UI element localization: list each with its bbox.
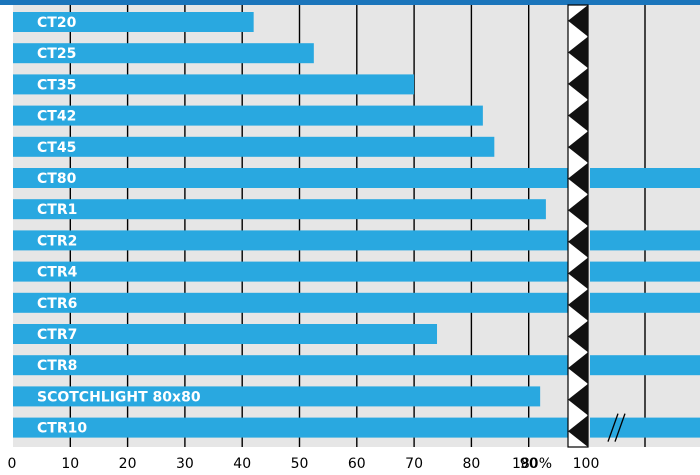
break-tooth <box>568 36 588 69</box>
break-tooth <box>568 5 588 37</box>
x-tick-100: 100 <box>573 456 600 471</box>
x-tick-30: 30 <box>176 456 194 471</box>
bar-label-scotchlight-80x80: SCOTCHLIGHT 80x80 <box>37 389 201 405</box>
bar-rect-scotchlight-80x80 <box>13 386 541 407</box>
bar-ctr8: CTR8 <box>13 355 700 376</box>
bar-rect-ct42 <box>13 105 483 126</box>
break-tooth <box>568 257 588 290</box>
bar-continuation-ctr4 <box>590 261 700 282</box>
x-tick-50: 50 <box>291 456 309 471</box>
bar-label-ctr7: CTR7 <box>37 327 77 343</box>
x-tick-0: 0 <box>8 456 17 471</box>
break-tooth <box>568 226 588 258</box>
bar-label-ct25: CT25 <box>37 46 76 62</box>
bar-rect-ctr4 <box>13 261 568 282</box>
bar-ct45: CT45 <box>13 136 495 157</box>
bar-ct20: CT20 <box>13 12 254 32</box>
bar-rect-ctr2 <box>13 230 568 251</box>
break-tooth <box>568 289 588 321</box>
bar-label-ct20: CT20 <box>37 15 77 31</box>
bar-ct80: CT80 <box>13 168 700 188</box>
bar-continuation-ctr6 <box>590 292 700 313</box>
break-tooth <box>568 415 588 447</box>
bar-rect-ct45 <box>13 136 495 157</box>
bar-ctr2: CTR2 <box>13 230 700 251</box>
bar-continuation-ctr10 <box>590 417 700 438</box>
break-tooth <box>568 99 588 132</box>
bar-rect-ct80 <box>13 168 568 188</box>
bar-continuation-ct80 <box>590 168 700 188</box>
bar-ctr10: CTR10 <box>13 417 700 438</box>
x-tick-180: 180% <box>512 456 552 471</box>
bar-ctr6: CTR6 <box>13 292 700 313</box>
bar-continuation-ctr8 <box>590 355 700 376</box>
bar-rect-ct20 <box>13 12 254 32</box>
break-slash-2 <box>614 413 626 442</box>
bar-ct42: CT42 <box>13 105 483 126</box>
bar-ct25: CT25 <box>13 43 314 64</box>
bar-rect-ctr6 <box>13 292 568 313</box>
bar-label-ctr6: CTR6 <box>37 296 77 312</box>
x-tick-40: 40 <box>233 456 251 471</box>
break-tooth <box>568 68 588 100</box>
break-tooth <box>568 162 588 195</box>
bar-label-ctr1: CTR1 <box>37 202 77 218</box>
bar-rect-ctr7 <box>13 324 438 344</box>
bar-label-ct45: CT45 <box>37 140 76 156</box>
break-tooth <box>568 352 588 384</box>
x-tick-labels: 0 10 20 30 40 50 60 70 80 90 100 180% <box>8 456 600 472</box>
x-tick-60: 60 <box>348 456 366 471</box>
bar-rect-ctr8 <box>13 355 568 376</box>
bar-label-ct80: CT80 <box>37 171 77 187</box>
break-slash-1 <box>607 413 619 442</box>
break-tooth <box>568 383 588 416</box>
break-tooth <box>568 131 588 163</box>
break-tooth <box>568 320 588 353</box>
bar-ctr7: CTR7 <box>13 324 438 344</box>
break-tooth <box>568 194 588 226</box>
bar-label-ctr4: CTR4 <box>37 265 78 281</box>
bar-rect-ctr10 <box>13 417 568 438</box>
bar-ctr1: CTR1 <box>13 199 546 220</box>
bar-label-ct35: CT35 <box>37 77 76 93</box>
x-tick-80: 80 <box>462 456 480 471</box>
bar-ctr4: CTR4 <box>13 261 700 282</box>
bar-label-ctr8: CTR8 <box>37 358 77 374</box>
bar-scotchlight-80x80: SCOTCHLIGHT 80x80 <box>13 386 541 407</box>
bar-label-ct42: CT42 <box>37 109 76 125</box>
axis-break <box>567 4 626 448</box>
x-tick-20: 20 <box>119 456 137 471</box>
bar-continuation-ctr2 <box>590 230 700 251</box>
x-tick-90: 90 <box>520 456 538 471</box>
bar-rect-ct35 <box>13 74 415 95</box>
bars: CT20 CT25 CT35 CT42 CT45 CT80 CTR1 CTR2 CTR4 CTR6… <box>13 12 700 438</box>
top-border <box>0 0 700 5</box>
x-tick-70: 70 <box>405 456 423 471</box>
bar-ct35: CT35 <box>13 74 415 95</box>
bar-rect-ct25 <box>13 43 314 64</box>
bar-rect-ctr1 <box>13 199 546 220</box>
bar-label-ctr2: CTR2 <box>37 233 77 249</box>
bar-label-ctr10: CTR10 <box>37 421 87 437</box>
x-tick-10: 10 <box>61 456 79 471</box>
